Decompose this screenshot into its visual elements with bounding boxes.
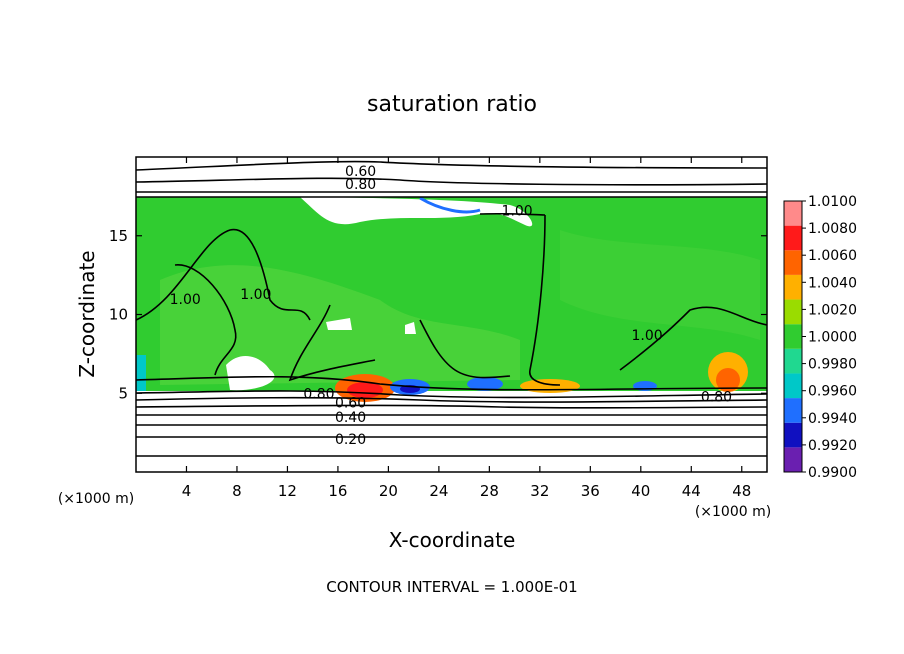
colorbar-swatch: [784, 299, 802, 325]
y-tick-label: 15: [109, 227, 128, 245]
contour-labels: 0.600.801.001.001.001.000.80 0.800.600.40…: [170, 164, 732, 448]
contour-label: 0.60: [335, 396, 366, 412]
colorbar-label: 0.9960: [808, 384, 857, 400]
supersat-blob: [716, 368, 740, 392]
y-axis-ticks: 5 10 15: [109, 227, 767, 402]
contour-line: [136, 404, 767, 409]
colorbar-label: 1.0000: [808, 330, 857, 346]
y-tick-label: 5: [118, 384, 128, 402]
contour-label: 1.00: [240, 287, 271, 303]
contour-label: 1.00: [502, 204, 533, 220]
colorbar: 0.9900 0.9920 0.9940 0.9960 0.9980 1.0000 1.00…: [783, 194, 857, 481]
contour-label: 1.00: [632, 328, 663, 344]
x-tick-label: 44: [682, 482, 701, 500]
colorbar-label: 0.9920: [808, 438, 857, 454]
dry-region: [405, 322, 416, 334]
contour-line: [619, 306, 767, 371]
x-axis-ticks: 4 8 12 16 20 24 28 32 36 40 44 48: [182, 157, 751, 500]
chart-title: saturation ratio: [367, 92, 537, 117]
colorbar-swatch: [784, 225, 802, 251]
contour-label: 0.80: [701, 389, 732, 405]
colorbar-swatch: [784, 398, 802, 423]
colorbar-label: 1.0060: [808, 248, 857, 264]
x-tick-label: 12: [278, 482, 297, 500]
x-tick-label: 32: [530, 482, 549, 500]
contour-label: 0.60: [345, 164, 376, 180]
contour-label: 0.40: [335, 410, 366, 426]
colorbar-swatch: [784, 348, 802, 374]
contour-line: [136, 160, 767, 171]
colorbar-swatch: [784, 447, 802, 472]
blue-edge: [419, 196, 481, 214]
contour-line: [174, 264, 237, 376]
x-tick-label: 48: [732, 482, 751, 500]
x-axis-label: X-coordinate: [389, 528, 516, 552]
colorbar-label: 0.9980: [808, 357, 857, 373]
y-tick-label: 10: [109, 306, 128, 324]
x-tick-label: 16: [328, 482, 347, 500]
contour-line: [136, 177, 767, 186]
x-tick-label: 36: [581, 482, 600, 500]
x-tick-label: 24: [429, 482, 448, 500]
contour-line: [419, 319, 511, 379]
dry-region: [226, 355, 275, 391]
contour-label: 0.80: [303, 386, 334, 402]
colorbar-swatch: [784, 324, 802, 349]
plot-area: 0.600.801.001.001.001.000.80 0.800.600.40…: [109, 156, 768, 500]
contour-label: 0.20: [335, 432, 366, 448]
colorbar-swatch: [784, 250, 802, 275]
contour-line: [136, 396, 767, 403]
colorbar-label: 1.0020: [808, 302, 857, 318]
contour-line: [529, 214, 561, 386]
undersat-blob: [467, 377, 503, 391]
colorbar-label: 1.0080: [808, 221, 857, 237]
colorbar-label: 0.9940: [808, 411, 857, 427]
x-tick-label: 28: [480, 482, 499, 500]
dry-region: [300, 197, 533, 227]
contour-line: [479, 212, 546, 216]
field-patch: [560, 230, 760, 340]
contour-line: [136, 390, 767, 399]
colorbar-label: 1.0100: [808, 194, 857, 210]
x-unit-label-left: (×1000 m): [58, 491, 134, 507]
colorbar-swatch: [784, 201, 802, 226]
supersat-blob: [520, 379, 580, 393]
colorbar-swatch: [784, 274, 802, 300]
x-tick-label: 4: [182, 482, 192, 500]
cyan-edge: [136, 355, 146, 391]
x-tick-label: 40: [631, 482, 650, 500]
colorbar-label: 1.0040: [808, 275, 857, 291]
contour-label: 1.00: [170, 292, 201, 308]
x-tick-label: 8: [232, 482, 242, 500]
contour-label: 0.80: [345, 177, 376, 193]
contour-line: [136, 228, 311, 321]
colorbar-swatch: [784, 373, 802, 399]
contour-line: [136, 375, 767, 391]
x-unit-label-right: (×1000 m): [695, 504, 771, 520]
x-tick-label: 20: [379, 482, 398, 500]
contour-line: [288, 304, 376, 382]
contour-lines: [136, 160, 767, 457]
colorbar-label: 0.9900: [808, 465, 857, 481]
y-axis-label: Z-coordinate: [75, 250, 99, 377]
colorbar-swatch: [784, 422, 802, 448]
contour-interval-footer: CONTOUR INTERVAL = 1.000E-01: [326, 578, 577, 596]
dry-region: [326, 318, 352, 330]
